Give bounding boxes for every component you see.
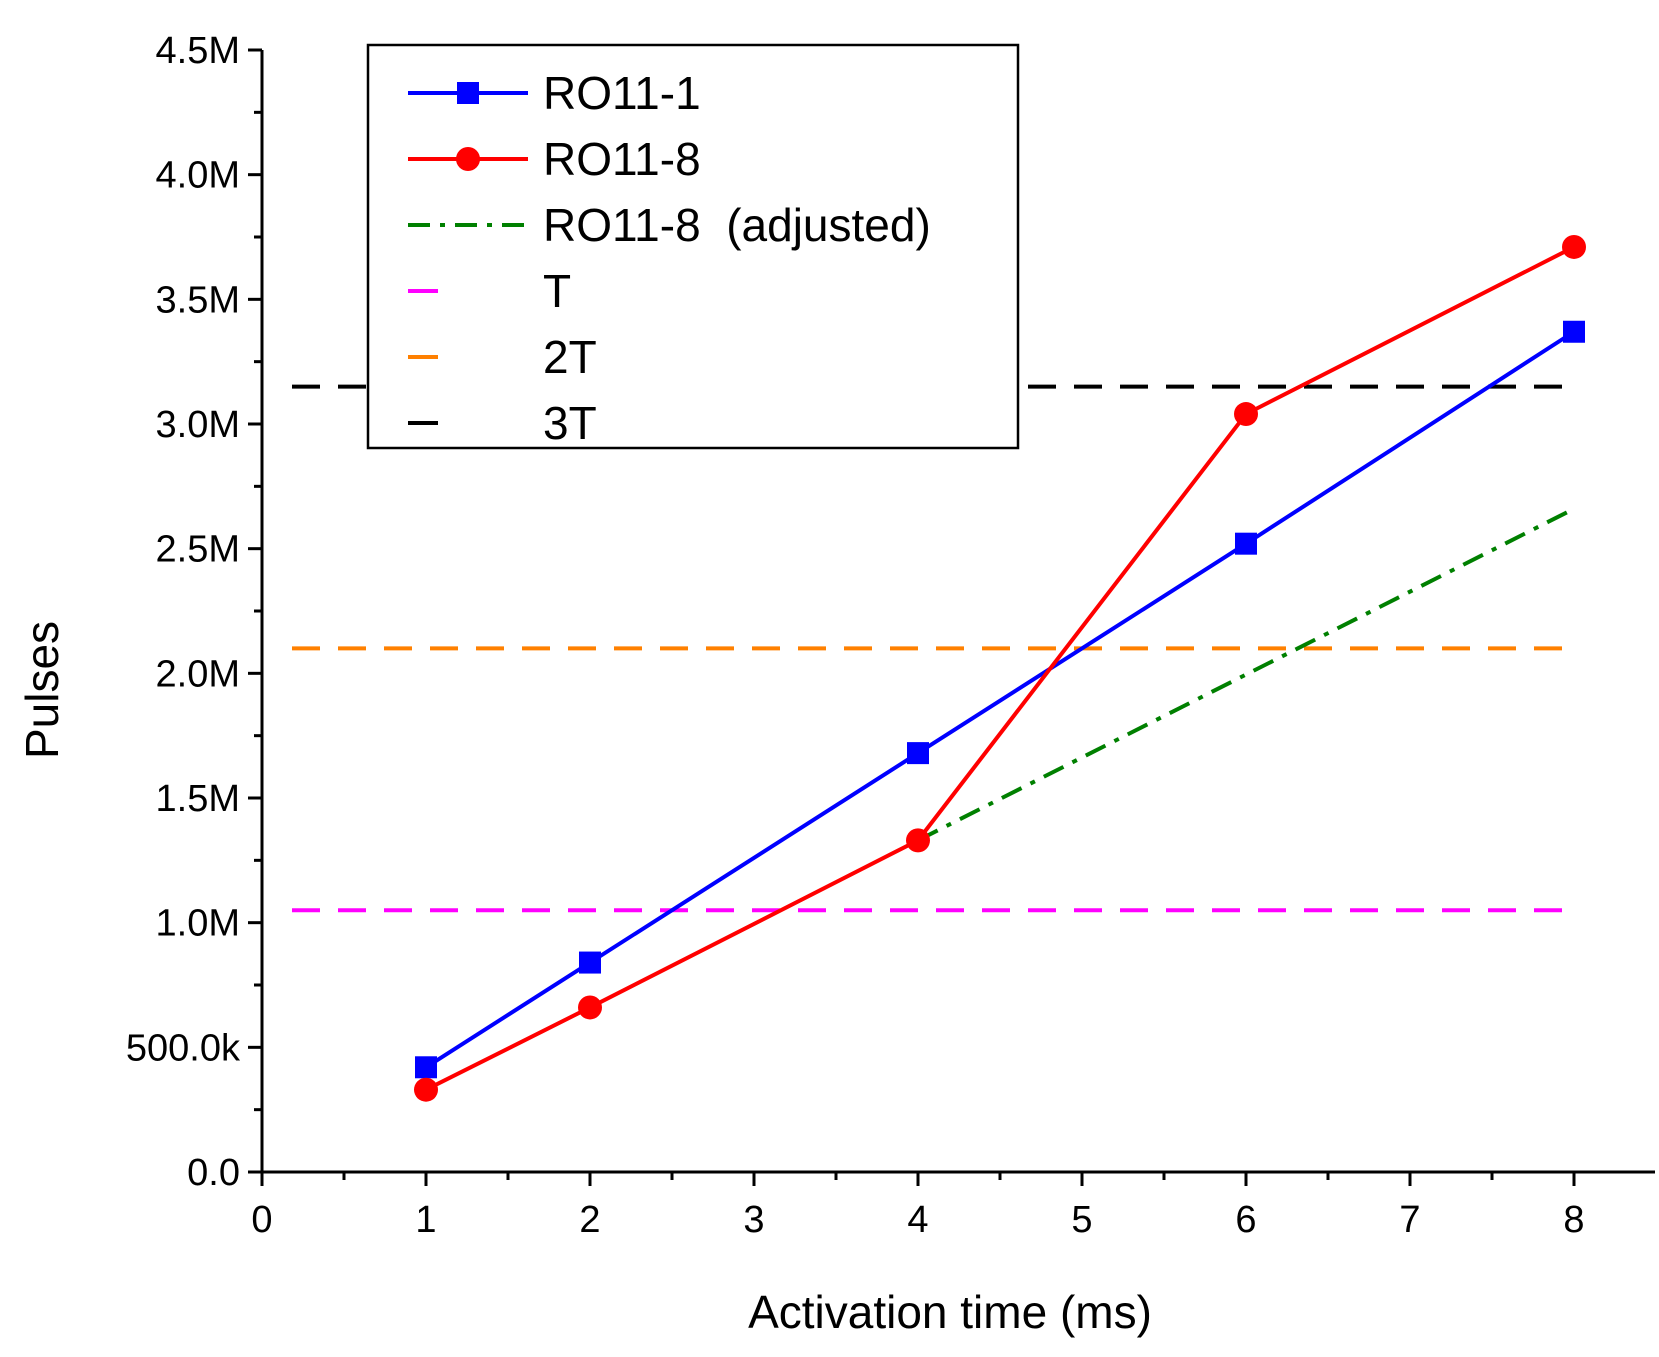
legend-label: 3T (543, 397, 597, 449)
x-tick-label: 1 (415, 1199, 436, 1241)
data-point-square (415, 1056, 437, 1079)
y-tick-label: 2.0M (156, 653, 240, 695)
x-tick-label: 4 (907, 1199, 928, 1241)
legend-marker-circle (456, 147, 480, 171)
data-point-circle (1234, 402, 1258, 427)
y-tick-label: 1.5M (156, 778, 240, 820)
x-tick-label: 6 (1235, 1199, 1256, 1241)
y-tick-label: 4.0M (156, 155, 240, 197)
data-point-square (1235, 532, 1257, 555)
x-tick-label: 5 (1071, 1199, 1092, 1241)
x-tick-label: 2 (579, 1199, 600, 1241)
data-point-circle (1562, 234, 1586, 259)
legend-box (366, 43, 1020, 450)
legend-label: RO11-8 (adjusted) (543, 199, 931, 251)
y-tick-label: 500.0k (126, 1027, 241, 1069)
y-tick-label: 3.0M (156, 404, 240, 446)
legend: RO11-1 RO11-8 RO11-8 (adjusted) T 2T 3T (366, 43, 1020, 450)
data-point-circle (906, 828, 930, 853)
axes-layer: 0.0 500.0k 1.0M 1.5M 2.0M 2.5M 3.0M 3.5M 4.0M 4.5… (126, 30, 1655, 1241)
legend-label: 2T (543, 331, 597, 383)
y-tick-label: 4.5M (156, 30, 240, 72)
legend-marker-square (457, 82, 479, 104)
data-point-circle (578, 995, 602, 1020)
legend-label: RO11-8 (543, 133, 701, 185)
y-tick-label: 1.0M (156, 903, 240, 945)
y-tick-label: 0.0 (187, 1152, 240, 1194)
data-point-square (907, 742, 929, 765)
x-tick-label: 8 (1563, 1199, 1584, 1241)
legend-label: RO11-1 (543, 67, 701, 119)
x-tick-label: 3 (743, 1199, 764, 1241)
data-point-square (579, 951, 601, 974)
y-tick-label: 2.5M (156, 529, 240, 571)
x-tick-label: 7 (1399, 1199, 1420, 1241)
y-axis-title: Pulses (16, 621, 68, 759)
series-line-ro11-8-adjusted (917, 506, 1575, 843)
series-layer (292, 234, 1586, 1102)
x-axis-title: Activation time (ms) (748, 1286, 1152, 1338)
x-tick-label: 0 (251, 1199, 272, 1241)
legend-label: T (543, 265, 571, 317)
data-point-square (1563, 320, 1585, 343)
y-tick-label: 3.5M (156, 279, 240, 321)
data-point-circle (414, 1077, 438, 1102)
